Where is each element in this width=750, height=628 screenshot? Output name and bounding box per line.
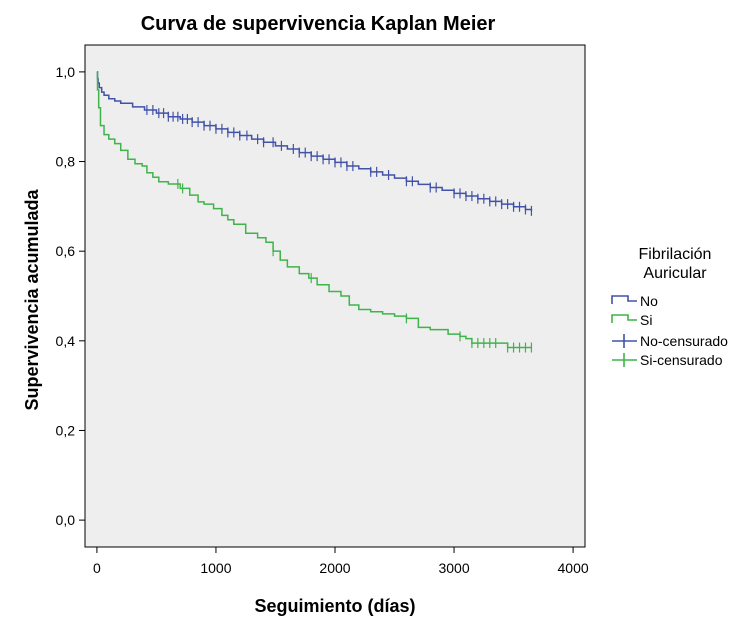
legend-item-si: Si: [611, 312, 652, 328]
chart-title: Curva de supervivencia Kaplan Meier: [141, 13, 496, 35]
x-tick-label: 0: [93, 560, 101, 576]
x-tick-label: 1000: [200, 560, 231, 576]
y-axis-title: Supervivencia acumulada: [22, 188, 42, 410]
y-tick-label: 0,2: [56, 422, 76, 438]
legend-title-line-2: Auricular: [643, 265, 707, 282]
legend-item-no-censurado: No-censurado: [612, 333, 728, 349]
x-tick-label: 3000: [438, 560, 469, 576]
legend-label-no-censurado: No-censurado: [640, 333, 728, 349]
legend-swatch-no-censurado: [612, 334, 637, 348]
legend-swatch-si-censurado: [612, 353, 637, 367]
y-tick-label: 1,0: [56, 64, 76, 80]
y-tick-label: 0,0: [56, 512, 76, 528]
series-line-si: [96, 71, 532, 349]
y-tick-label: 0,6: [56, 243, 76, 259]
legend-swatch-si: [611, 314, 637, 323]
legend-item-si-censurado: Si-censurado: [612, 352, 723, 368]
censored-marks-layer: [146, 104, 533, 353]
y-tick-label: 0,4: [56, 333, 76, 349]
plot-area: [84, 44, 586, 548]
legend-label-si: Si: [640, 312, 652, 328]
legend-label-si-censurado: Si-censurado: [640, 352, 723, 368]
x-tick-label: 4000: [558, 560, 589, 576]
legend-item-no: No: [611, 293, 658, 309]
x-axis: 0 1000 2000 3000 4000: [93, 547, 589, 576]
legend: Fibrilación Auricular No Si No-censurado…: [611, 246, 728, 368]
y-axis: 0,0 0,2 0,4 0,6 0,8 1,0: [56, 64, 85, 528]
legend-swatch-no: [611, 295, 637, 304]
x-axis-title: Seguimiento (días): [254, 596, 415, 616]
legend-label-no: No: [640, 293, 658, 309]
x-tick-label: 2000: [319, 560, 350, 576]
y-tick-label: 0,8: [56, 154, 76, 170]
legend-title-line-1: Fibrilación: [639, 246, 712, 263]
